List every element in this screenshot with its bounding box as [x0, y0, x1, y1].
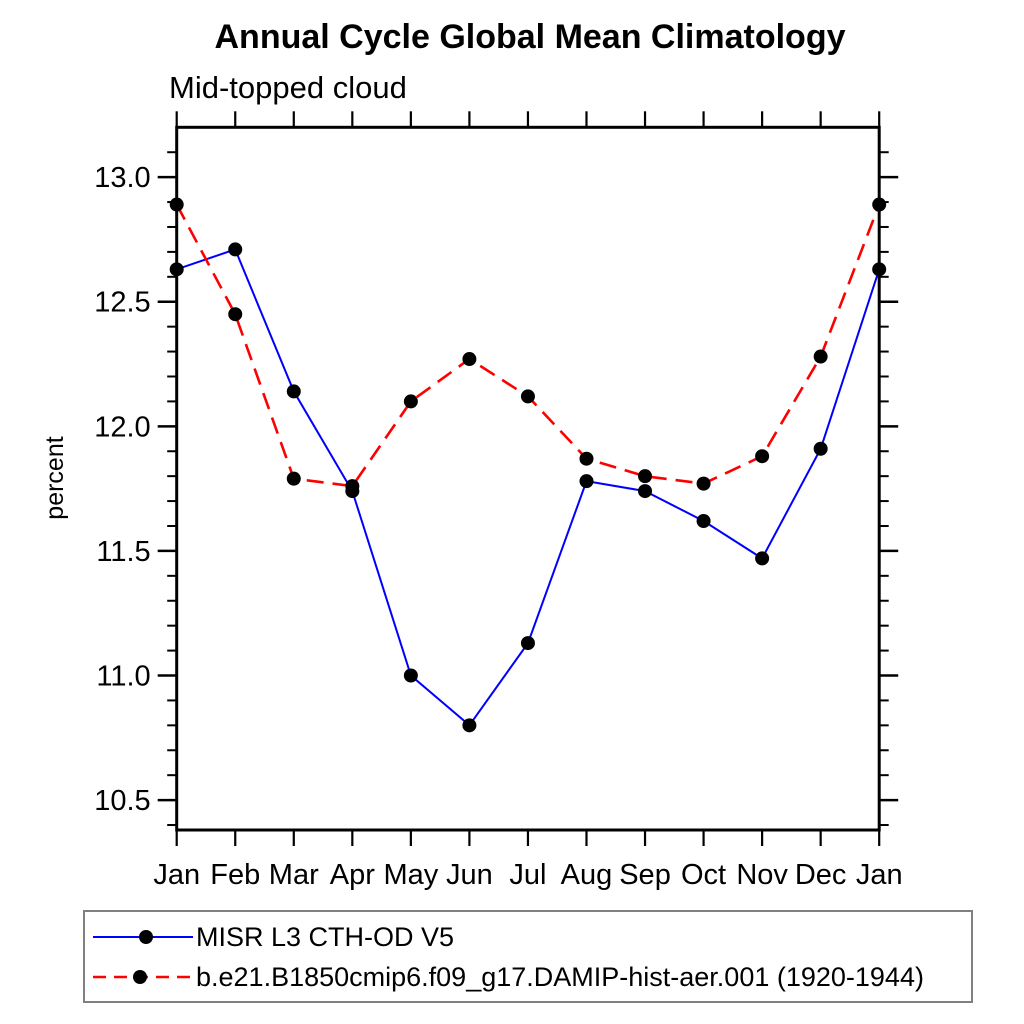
x-tick-label: Oct	[681, 859, 726, 891]
y-axis-label: percent	[41, 436, 69, 519]
y-tick-label: 13.0	[94, 162, 150, 194]
data-point-marker	[403, 668, 418, 683]
data-point-marker	[696, 476, 711, 491]
series-line-1	[175, 203, 881, 488]
data-point-marker	[755, 551, 770, 566]
chart-title: Annual Cycle Global Mean Climatology	[215, 18, 846, 56]
legend-marker-dot-icon	[139, 929, 153, 944]
x-tick-label: Aug	[561, 859, 613, 891]
legend-line-sample-dashed	[93, 969, 193, 984]
data-point-marker	[345, 479, 360, 494]
x-tick-label: Apr	[330, 859, 375, 891]
axis-frame	[175, 125, 881, 832]
x-tick-label: Dec	[795, 859, 847, 891]
y-tick-label: 11.0	[96, 661, 150, 693]
data-point-marker	[520, 636, 535, 651]
data-point-marker	[579, 474, 594, 489]
data-point-marker	[813, 349, 828, 364]
legend: MISR L3 CTH-OD V5 b.e21.B1850cmip6.f09_g…	[83, 910, 973, 1003]
data-point-marker	[579, 451, 594, 466]
y-tick-label: 12.5	[94, 287, 150, 319]
x-tick-label: Jan	[856, 859, 903, 891]
y-tick-label: 11.5	[96, 536, 150, 568]
data-point-marker	[228, 307, 243, 322]
data-point-marker	[520, 389, 535, 404]
data-point-marker	[462, 352, 477, 367]
legend-item-misr: MISR L3 CTH-OD V5	[90, 917, 971, 957]
legend-line-sample-solid	[93, 929, 193, 944]
legend-label-misr: MISR L3 CTH-OD V5	[196, 921, 455, 952]
x-tick-label: Feb	[210, 859, 260, 891]
x-tick-labels: Jan Feb Mar Apr May Jun Jul Aug Sep Oct Nov Dec Jan	[153, 859, 902, 891]
legend-marker-dot-icon	[133, 969, 147, 984]
data-point-marker	[813, 441, 828, 456]
data-point-marker	[872, 197, 887, 212]
x-tick-label: Jun	[446, 859, 493, 891]
x-tick-label: May	[383, 859, 438, 891]
x-tick-label: Jul	[509, 859, 546, 891]
data-point-marker	[169, 262, 184, 277]
data-point-marker	[403, 394, 418, 409]
plot-frame	[175, 125, 881, 832]
data-point-marker	[462, 718, 477, 733]
chart-subtitle: Mid-topped cloud	[169, 70, 407, 105]
x-tick-label: Nov	[736, 859, 788, 891]
data-point-marker	[638, 469, 653, 484]
series-line-0	[176, 248, 881, 727]
y-tick-labels: 10.5 11.0 11.5 12.0 12.5 13.0	[94, 162, 150, 817]
data-point-marker	[638, 484, 653, 499]
data-point-marker	[755, 449, 770, 464]
x-axis-ticks	[175, 111, 881, 846]
data-point-marker	[169, 197, 184, 212]
x-tick-label: Sep	[619, 859, 671, 891]
x-tick-label: Mar	[269, 859, 319, 891]
y-axis-ticks	[157, 151, 899, 827]
legend-label-model: b.e21.B1850cmip6.f09_g17.DAMIP-hist-aer.…	[196, 961, 924, 992]
y-tick-label: 12.0	[94, 411, 150, 443]
x-tick-label: Jan	[153, 859, 200, 891]
data-point-marker	[286, 471, 301, 486]
data-point-marker	[286, 384, 301, 399]
data-point-marker	[872, 262, 887, 277]
data-series	[169, 197, 887, 733]
y-tick-label: 10.5	[94, 785, 150, 817]
data-point-marker	[228, 242, 243, 257]
legend-item-model: b.e21.B1850cmip6.f09_g17.DAMIP-hist-aer.…	[90, 957, 971, 997]
data-point-marker	[696, 514, 711, 529]
